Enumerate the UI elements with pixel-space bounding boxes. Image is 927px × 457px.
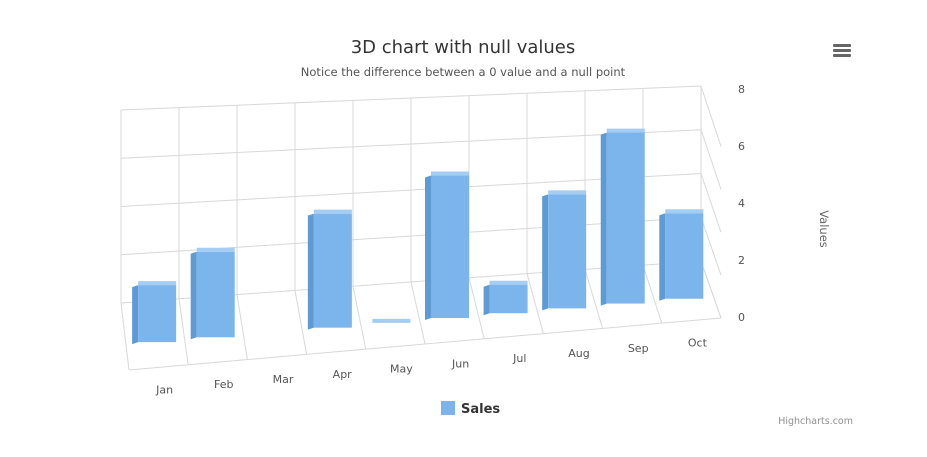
x-tick-label: May <box>390 363 413 376</box>
x-tick-label: Feb <box>214 378 233 391</box>
bar-top <box>489 280 528 285</box>
bar-top <box>606 128 645 133</box>
grid-line-floor <box>352 286 367 350</box>
bar-top <box>196 247 235 252</box>
bar-apr[interactable] <box>307 209 352 330</box>
x-axis-labels: Jan Feb Mar Apr May Jun Jul Aug Sep Oct <box>155 337 707 397</box>
x-tick-label: Apr <box>333 368 353 381</box>
bar-side <box>483 284 490 316</box>
grid-line-floor <box>642 265 663 324</box>
grid-line-floor <box>526 273 544 334</box>
x-tick-label: Jan <box>155 383 173 396</box>
bar-jan[interactable] <box>132 281 177 345</box>
bar-front <box>665 213 704 299</box>
bar-side <box>600 132 607 306</box>
bar-top <box>313 209 352 214</box>
credits-link[interactable]: Highcharts.com <box>778 416 853 427</box>
grid-line-floor <box>120 302 130 371</box>
bar-side <box>659 213 666 301</box>
x-tick-label: Jul <box>512 352 526 365</box>
bar-jun[interactable] <box>425 171 470 321</box>
bar-side <box>366 322 373 325</box>
bar-side <box>132 285 139 345</box>
x-tick-label: Mar <box>273 373 294 386</box>
grid-line-side <box>700 260 722 319</box>
bar-may[interactable] <box>366 318 411 325</box>
bar-side <box>542 194 549 311</box>
grid-line-side <box>700 85 722 147</box>
bar-top <box>548 190 587 195</box>
hamburger-menu-icon <box>833 44 851 57</box>
y-axis-title: Values <box>817 210 831 248</box>
floor-front-edge <box>128 317 722 371</box>
chart-title: 3D chart with null values <box>351 37 576 58</box>
grid-line-floor <box>584 269 604 329</box>
bar-front <box>138 285 177 343</box>
y-tick-label: 0 <box>738 311 745 324</box>
grid-line-floor <box>236 294 248 360</box>
x-tick-label: Oct <box>688 337 708 350</box>
bar-side <box>425 175 432 321</box>
legend-item-sales[interactable]: Sales <box>461 402 500 417</box>
bar-top <box>431 171 470 176</box>
chart-subtitle: Notice the difference between a 0 value … <box>301 65 626 79</box>
grid-line-side <box>700 129 722 190</box>
bar-oct[interactable] <box>659 209 704 301</box>
bar-jul[interactable] <box>483 280 528 316</box>
legend-swatch <box>441 401 455 415</box>
grid-line-floor <box>294 290 308 355</box>
bar-top <box>138 281 177 286</box>
y-tick-label: 8 <box>738 83 745 96</box>
bar-side <box>190 251 197 340</box>
bar-aug[interactable] <box>542 190 587 311</box>
grid-line-floor <box>178 298 189 365</box>
bar-front <box>313 213 352 328</box>
bars <box>132 128 704 345</box>
y-tick-label: 6 <box>738 140 745 153</box>
bar-sep[interactable] <box>600 128 645 306</box>
bar-front <box>548 194 587 309</box>
bar-front <box>196 251 235 338</box>
legend[interactable]: Sales <box>441 401 500 417</box>
grid-line-floor <box>468 277 485 339</box>
bar-front <box>431 175 470 319</box>
grid-line-side <box>700 173 722 233</box>
bar-top <box>665 209 704 214</box>
y-tick-label: 4 <box>738 197 745 210</box>
x-tick-label: Aug <box>568 347 589 360</box>
x-tick-label: Jun <box>451 357 469 370</box>
grid-line-floor <box>410 281 426 345</box>
context-menu-button[interactable] <box>828 38 856 62</box>
bar-top <box>372 318 411 323</box>
bar-side <box>307 213 314 330</box>
y-tick-label: 2 <box>738 254 745 267</box>
bar-front <box>606 132 645 304</box>
y-axis-labels: 0 2 4 6 8 <box>738 83 745 324</box>
bar-front <box>489 284 528 314</box>
grid-line-side <box>700 217 722 276</box>
bar-feb[interactable] <box>190 247 235 340</box>
x-tick-label: Sep <box>628 342 649 355</box>
